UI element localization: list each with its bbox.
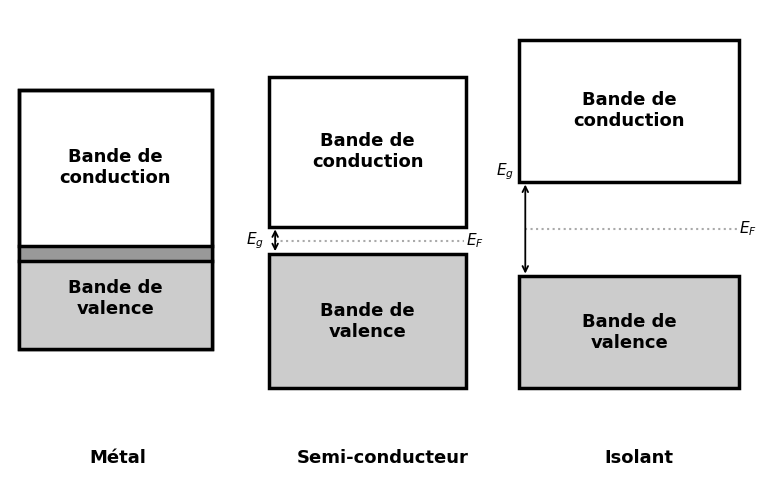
Text: $E_g$: $E_g$: [246, 230, 264, 251]
Bar: [19, 90, 212, 349]
Text: Bande de
conduction: Bande de conduction: [312, 132, 424, 171]
Bar: [19, 246, 212, 261]
Text: Isolant: Isolant: [604, 449, 674, 467]
Text: Bande de
valence: Bande de valence: [582, 313, 676, 352]
Bar: [269, 254, 466, 388]
Text: Bande de
valence: Bande de valence: [68, 279, 162, 318]
Bar: [19, 247, 212, 349]
Bar: [19, 90, 212, 349]
Bar: [519, 40, 739, 182]
Bar: [269, 77, 466, 227]
Text: Semi-conducteur: Semi-conducteur: [297, 449, 468, 467]
Text: $E_F$: $E_F$: [466, 231, 484, 250]
Text: Bande de
conduction: Bande de conduction: [573, 91, 685, 130]
Text: Bande de
conduction: Bande de conduction: [59, 148, 171, 187]
Text: $E_F$: $E_F$: [739, 220, 757, 239]
Text: $E_g$: $E_g$: [496, 161, 514, 182]
Bar: [519, 276, 739, 388]
Text: Métal: Métal: [89, 449, 146, 467]
Text: Bande de
valence: Bande de valence: [321, 302, 415, 341]
